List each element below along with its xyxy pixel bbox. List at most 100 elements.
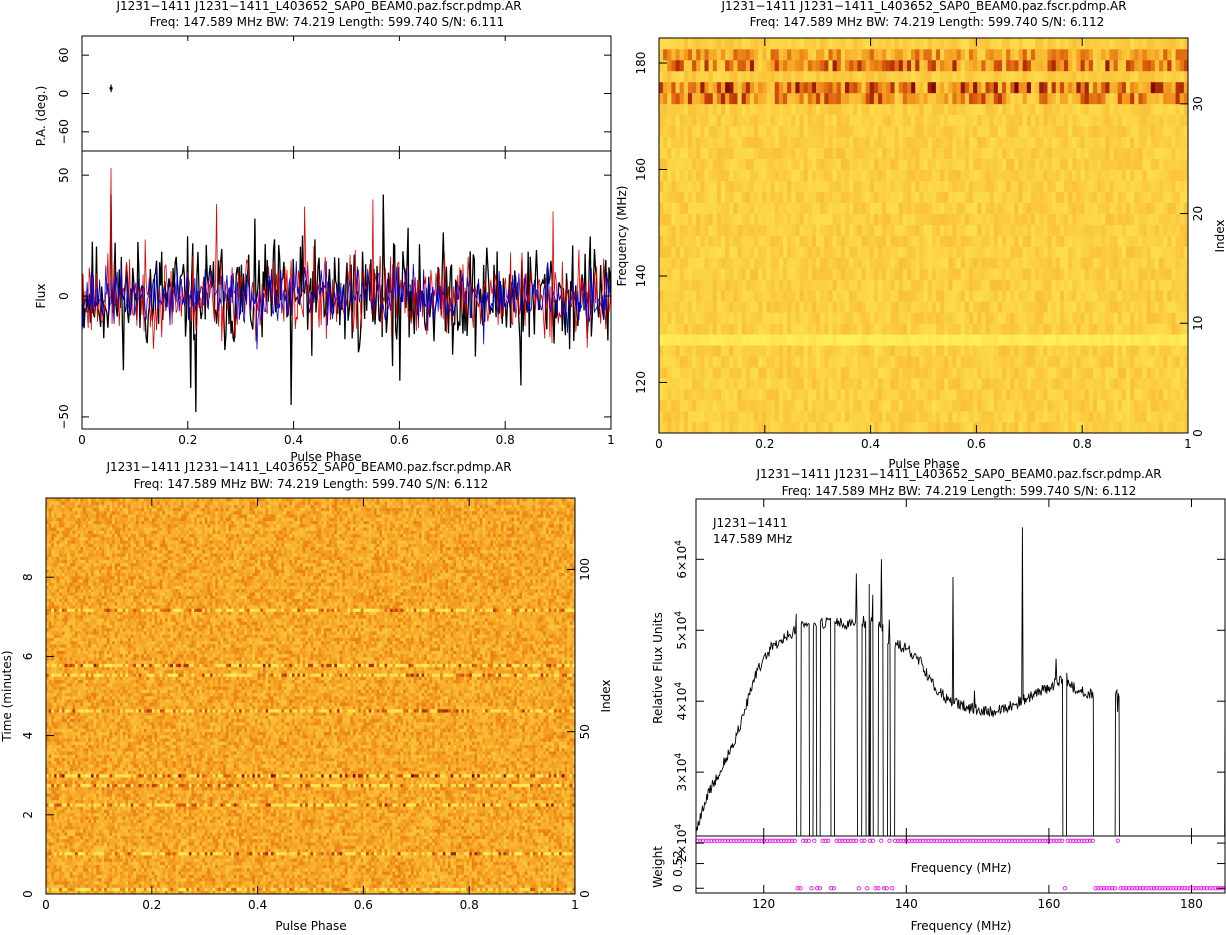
heatmap-cell bbox=[791, 411, 795, 422]
heatmap-cell bbox=[1138, 389, 1142, 400]
heatmap-cell bbox=[713, 104, 717, 115]
heatmap-cell bbox=[1176, 93, 1180, 104]
heatmap-cell bbox=[700, 334, 704, 345]
heatmap-cell bbox=[1035, 378, 1039, 389]
heatmap-cell bbox=[742, 137, 746, 148]
heatmap-cell bbox=[1006, 268, 1010, 279]
heatmap-cell bbox=[1126, 137, 1130, 148]
heatmap-cell bbox=[1122, 181, 1126, 192]
heatmap-cell bbox=[998, 279, 1002, 290]
heatmap-cell bbox=[932, 411, 936, 422]
heatmap-cell bbox=[775, 345, 779, 356]
heatmap-cell bbox=[136, 888, 139, 892]
heatmap-cell bbox=[1093, 290, 1097, 301]
heatmap-cell bbox=[663, 422, 667, 433]
heatmap-cell bbox=[1023, 323, 1027, 334]
heatmap-cell bbox=[837, 389, 841, 400]
heatmap-cell bbox=[936, 345, 940, 356]
heatmap-cell bbox=[890, 378, 894, 389]
heatmap-cell bbox=[1002, 367, 1006, 378]
heatmap-cell bbox=[713, 323, 717, 334]
heatmap-cell bbox=[1076, 60, 1080, 71]
heatmap-cell bbox=[1056, 115, 1060, 126]
heatmap-cell bbox=[1134, 82, 1138, 93]
heatmap-cell bbox=[824, 389, 828, 400]
heatmap-cell bbox=[692, 422, 696, 433]
heatmap-cell bbox=[1151, 301, 1155, 312]
heatmap-cell bbox=[1052, 49, 1056, 60]
heatmap-cell bbox=[1122, 93, 1126, 104]
heatmap-cell bbox=[750, 181, 754, 192]
heatmap-cell bbox=[1126, 115, 1130, 126]
heatmap-cell bbox=[1039, 126, 1043, 137]
heatmap-cell bbox=[1010, 400, 1014, 411]
heatmap-cell bbox=[857, 137, 861, 148]
heatmap-cell bbox=[1031, 137, 1035, 148]
heatmap-cell bbox=[1163, 93, 1167, 104]
heatmap-cell bbox=[1085, 422, 1089, 433]
heatmap-cell bbox=[1085, 367, 1089, 378]
heatmap-cell bbox=[775, 115, 779, 126]
heatmap-cell bbox=[1114, 60, 1118, 71]
heatmap-cell bbox=[783, 214, 787, 225]
heatmap-cell bbox=[961, 367, 965, 378]
heatmap-cell bbox=[1002, 49, 1006, 60]
heatmap-cell bbox=[199, 888, 202, 892]
heatmap-cell bbox=[936, 60, 940, 71]
heatmap-cell bbox=[866, 268, 870, 279]
heatmap-cell bbox=[833, 49, 837, 60]
heatmap-cell bbox=[713, 170, 717, 181]
heatmap-cell bbox=[977, 378, 981, 389]
heatmap-cell bbox=[1027, 148, 1031, 159]
heatmap-cell bbox=[667, 257, 671, 268]
heatmap-cell bbox=[936, 225, 940, 236]
heatmap-cell bbox=[1006, 126, 1010, 137]
heatmap-cell bbox=[903, 378, 907, 389]
heatmap-cell bbox=[862, 82, 866, 93]
heatmap-cell bbox=[1035, 159, 1039, 170]
heatmap-cell bbox=[957, 159, 961, 170]
heatmap-cell bbox=[924, 312, 928, 323]
heatmap-cell bbox=[915, 148, 919, 159]
heatmap-cell bbox=[671, 192, 675, 203]
heatmap-cell bbox=[750, 334, 754, 345]
heatmap-cell bbox=[853, 93, 857, 104]
heatmap-cell bbox=[845, 203, 849, 214]
heatmap-cell bbox=[845, 312, 849, 323]
heatmap-cell bbox=[886, 246, 890, 257]
heatmap-cell bbox=[692, 49, 696, 60]
heatmap-cell bbox=[1114, 93, 1118, 104]
heatmap-cell bbox=[1105, 203, 1109, 214]
heatmap-cell bbox=[717, 279, 721, 290]
heatmap-cell bbox=[218, 888, 221, 892]
heatmap-cell bbox=[663, 411, 667, 422]
heatmap-cell bbox=[721, 334, 725, 345]
heatmap-cell bbox=[948, 334, 952, 345]
heatmap-cell bbox=[1060, 246, 1064, 257]
heatmap-cell bbox=[833, 345, 837, 356]
heatmap-cell bbox=[1171, 104, 1175, 115]
heatmap-cell bbox=[1151, 49, 1155, 60]
heatmap-cell bbox=[952, 49, 956, 60]
heatmap-cell bbox=[758, 301, 762, 312]
heatmap-cell bbox=[1138, 225, 1142, 236]
heatmap-cell bbox=[1114, 246, 1118, 257]
heatmap-cell bbox=[1060, 181, 1064, 192]
heatmap-cell bbox=[700, 159, 704, 170]
heatmap-cell bbox=[1081, 312, 1085, 323]
heatmap-cell bbox=[890, 82, 894, 93]
heatmap-cell bbox=[1097, 49, 1101, 60]
heatmap-cell bbox=[1052, 93, 1056, 104]
heatmap-cell bbox=[1060, 422, 1064, 433]
heatmap-cell bbox=[1147, 71, 1151, 82]
heatmap-cell bbox=[1072, 367, 1076, 378]
heatmap-cell bbox=[886, 411, 890, 422]
heatmap-cell bbox=[973, 411, 977, 422]
heatmap-cell bbox=[1085, 312, 1089, 323]
heatmap-cell bbox=[754, 82, 758, 93]
heatmap-cell bbox=[709, 236, 713, 247]
heatmap-cell bbox=[766, 334, 770, 345]
heatmap-cell bbox=[746, 159, 750, 170]
heatmap-cell bbox=[766, 225, 770, 236]
heatmap-cell bbox=[1097, 389, 1101, 400]
